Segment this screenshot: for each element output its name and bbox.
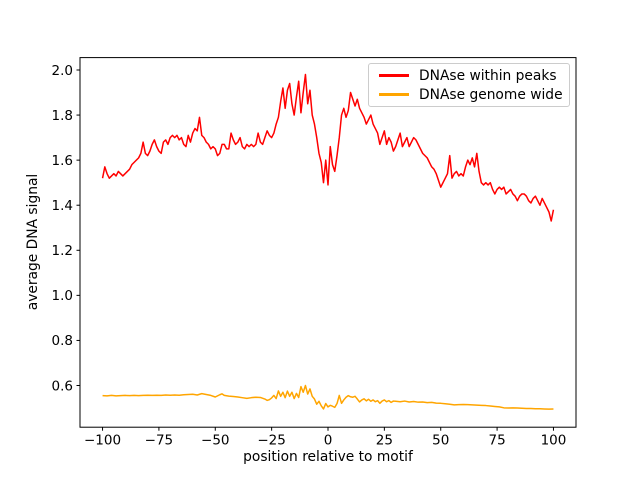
x-tick-label: 100 [541, 433, 567, 449]
x-tick-label: 25 [376, 433, 393, 449]
x-tick-label: 50 [432, 433, 449, 449]
series-line-dnase-genome-wide [102, 384, 554, 410]
x-tick-label: −25 [257, 433, 286, 449]
legend-line-swatch [379, 93, 409, 96]
y-tick-label: 1.0 [52, 288, 73, 304]
y-tick-label: 0.8 [52, 333, 73, 349]
x-tick-label: 0 [324, 433, 333, 449]
plot-frame [79, 57, 577, 428]
x-tick-label: −100 [84, 433, 121, 449]
data-series-lines [101, 73, 555, 410]
legend-line-swatch [379, 74, 409, 77]
x-axis-label: position relative to motif [243, 449, 414, 465]
legend-label: DNAse genome wide [419, 86, 563, 103]
x-tick-label: −75 [145, 433, 174, 449]
y-tick-label: 0.6 [52, 378, 73, 394]
y-tick-label: 1.8 [52, 108, 73, 124]
y-tick-label: 1.6 [52, 153, 73, 169]
x-axis-ticks: −100 −75 −50 −25 0 25 50 75 100 [84, 427, 566, 449]
y-tick-label: 1.2 [52, 243, 73, 259]
y-axis-label: average DNA signal [25, 174, 41, 310]
series-line-dnase-within-peaks [101, 73, 555, 222]
x-tick-label: 75 [488, 433, 505, 449]
legend-box: DNAse within peaks DNAse genome wide [368, 63, 570, 107]
legend-entry: DNAse genome wide [369, 87, 569, 103]
legend-entry: DNAse within peaks [369, 68, 569, 84]
y-tick-label: 1.4 [52, 198, 73, 214]
x-tick-label: −50 [201, 433, 230, 449]
y-axis-ticks: 0.6 0.8 1.0 1.2 1.4 1.6 1.8 2.0 [52, 63, 80, 394]
legend-label: DNAse within peaks [419, 67, 557, 84]
y-tick-label: 2.0 [52, 63, 73, 79]
